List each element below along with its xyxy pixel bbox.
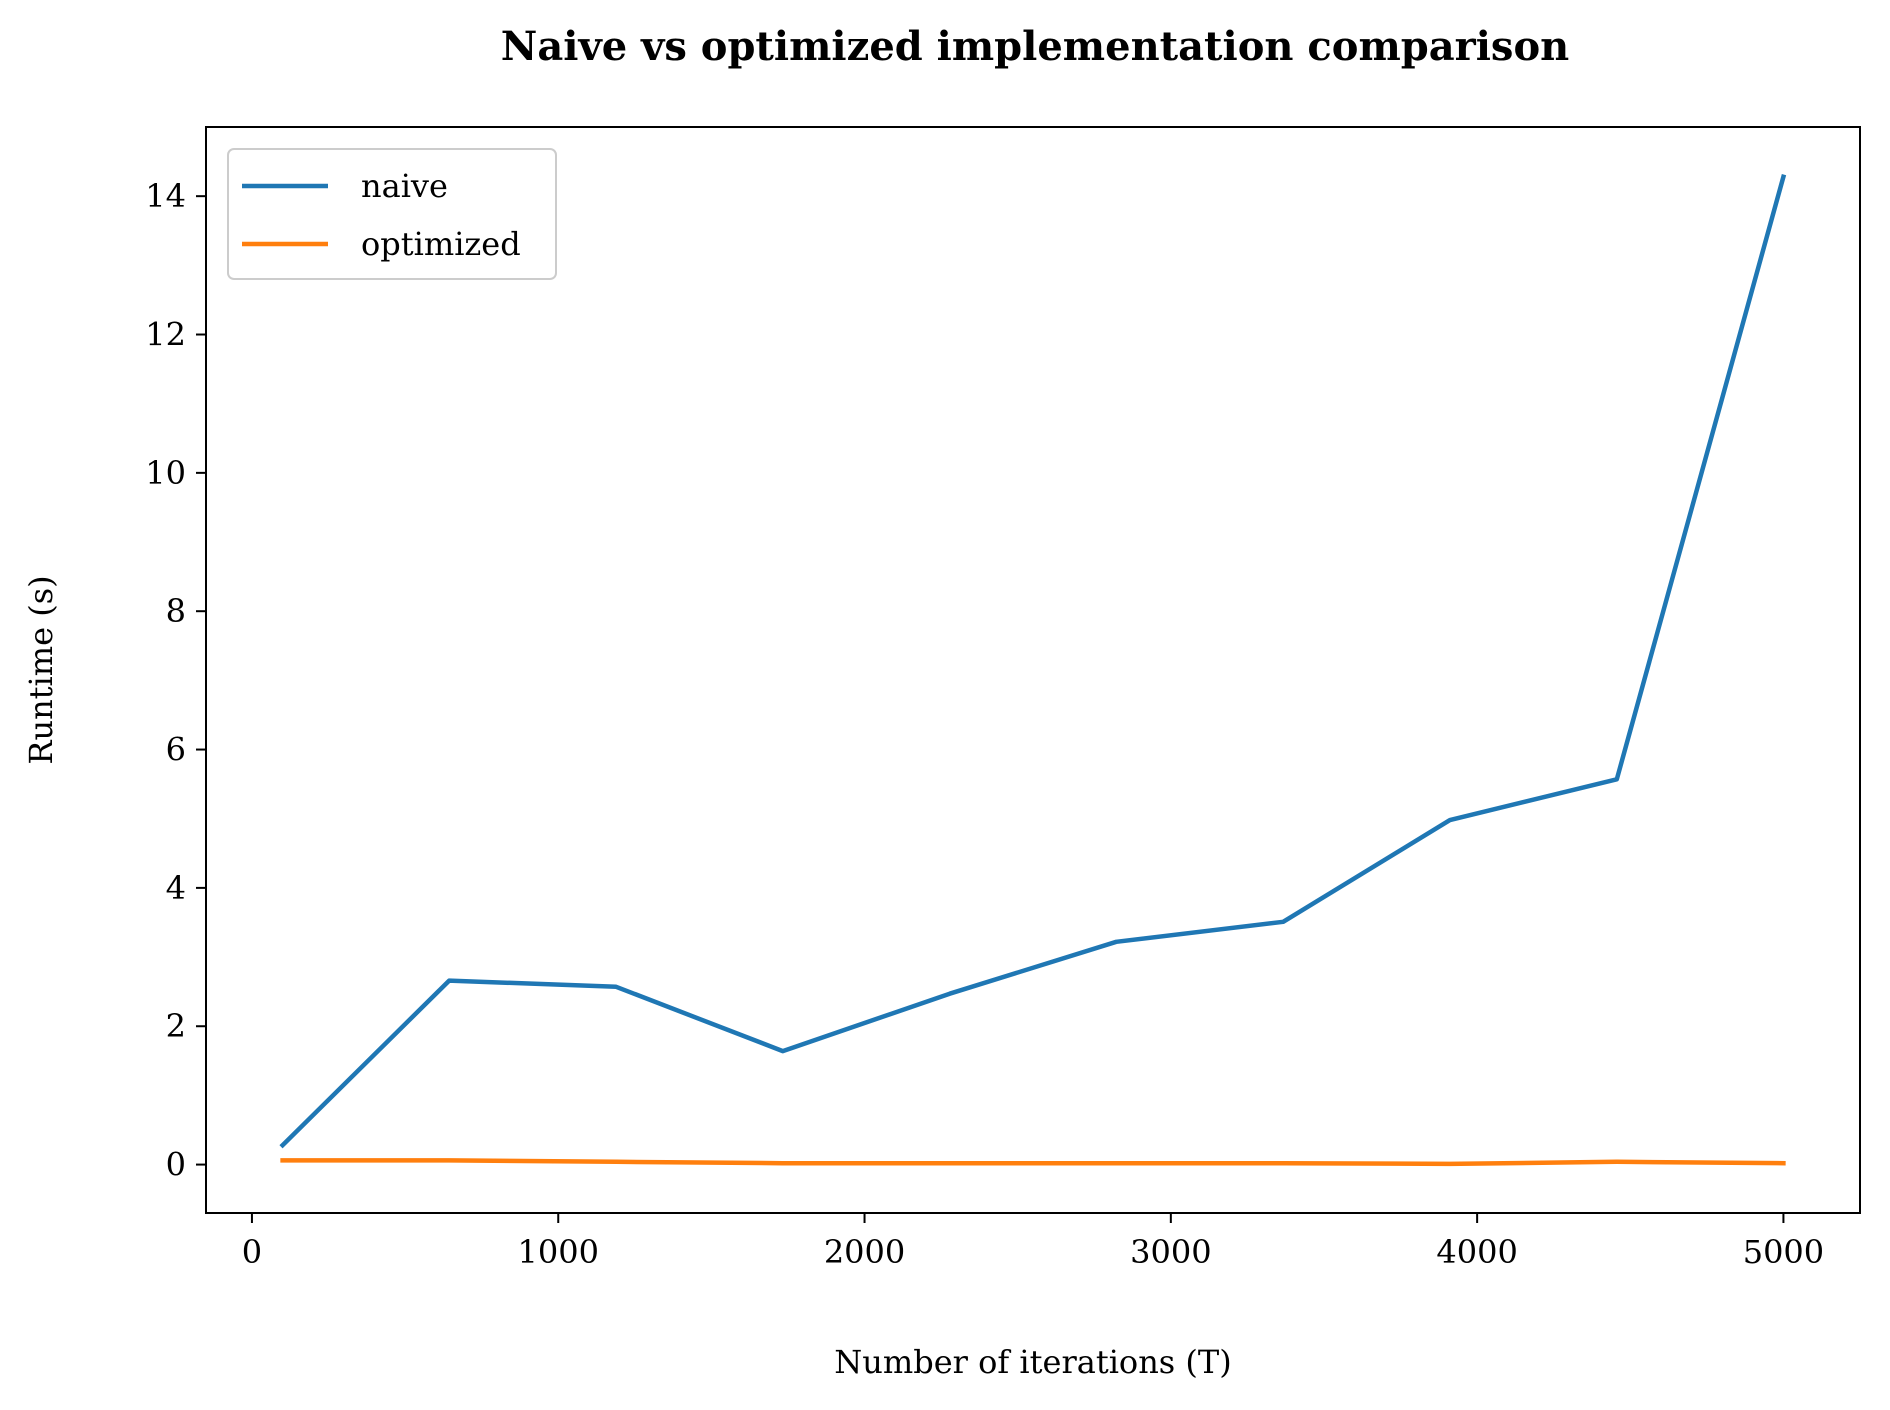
x-tick-label: 3000 [1130,1233,1211,1271]
legend-label-naive: naive [361,167,448,205]
series-line-naive [279,174,1787,1149]
y-tick-label: 4 [166,869,186,907]
plot-area [279,174,1787,1167]
series-line-optimized [280,1158,1786,1167]
y-tick-label: 14 [145,177,186,215]
legend-label-optimized: optimized [361,225,521,263]
x-tick-label: 2000 [824,1233,905,1271]
y-axis: 0 2 4 6 8 10 12 14 [145,177,206,1184]
y-tick-label: 0 [166,1146,186,1184]
legend-box [227,148,557,280]
y-tick-label: 8 [166,592,186,630]
y-tick-label: 10 [145,454,186,492]
x-axis: 0 1000 2000 3000 4000 5000 [242,1213,1824,1271]
y-tick-label: 12 [145,316,186,354]
axes-frame [205,126,1861,1214]
chart-title: Naive vs optimized implementation compar… [501,23,1569,70]
x-tick-label: 0 [242,1233,262,1271]
y-tick-label: 2 [166,1007,186,1045]
x-tick-label: 5000 [1743,1233,1824,1271]
legend: naive optimized [227,148,557,280]
y-axis-label: Runtime (s) [22,575,60,764]
y-tick-label: 6 [166,731,186,769]
x-tick-label: 4000 [1436,1233,1517,1271]
x-axis-label: Number of iterations (T) [834,1343,1231,1381]
x-tick-label: 1000 [518,1233,599,1271]
